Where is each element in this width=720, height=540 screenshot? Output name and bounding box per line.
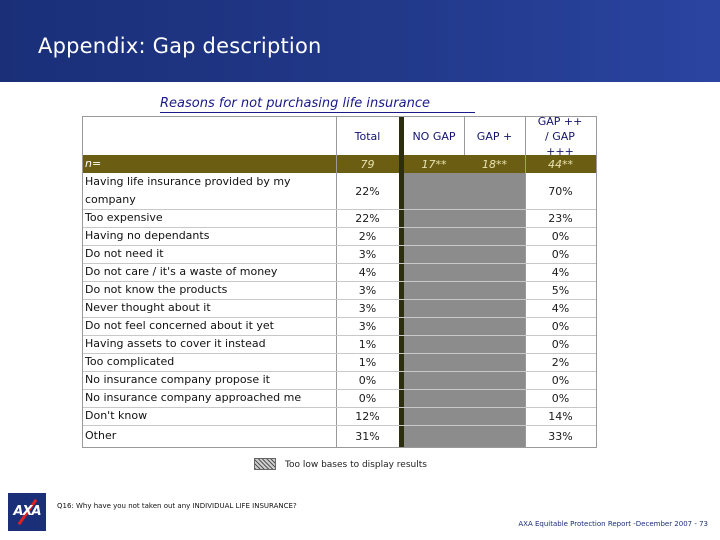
row-total: 22% bbox=[355, 211, 380, 225]
table-header-row: Total NO GAP GAP + GAP ++ / GAP +++ bbox=[83, 114, 596, 158]
row-label: Too expensive bbox=[85, 211, 163, 224]
row-divider bbox=[83, 209, 596, 210]
row-total: 3% bbox=[358, 247, 377, 261]
row-gap-more: 2% bbox=[551, 355, 570, 369]
row-divider bbox=[83, 335, 596, 336]
row-total: 3% bbox=[358, 319, 377, 333]
row-gap-more: 14% bbox=[548, 409, 573, 423]
suppressed-gap-plus-column bbox=[464, 173, 525, 447]
axa-logo: AXA bbox=[8, 493, 46, 531]
sample-size-row: n= 79 17** 18** 44** bbox=[83, 155, 596, 173]
sample-size-label: n= bbox=[85, 157, 102, 170]
legend-text: Too low bases to display results bbox=[285, 460, 427, 470]
row-divider bbox=[83, 299, 596, 300]
slide-title: Appendix: Gap description bbox=[38, 34, 322, 58]
row-label: Other bbox=[85, 429, 117, 442]
row-divider bbox=[83, 371, 596, 372]
column-divider bbox=[525, 117, 526, 447]
row-gap-more: 23% bbox=[548, 211, 573, 225]
sample-size-gap-more: 44** bbox=[548, 157, 573, 171]
row-gap-more: 0% bbox=[551, 247, 570, 261]
row-label: Having assets to cover it instead bbox=[85, 337, 266, 350]
row-total: 4% bbox=[358, 265, 377, 279]
row-label: Do not know the products bbox=[85, 283, 228, 296]
row-label: Do not care / it's a waste of money bbox=[85, 265, 278, 278]
row-total: 0% bbox=[358, 373, 377, 387]
sample-size-total: 79 bbox=[360, 157, 375, 171]
question-footnote: Q16: Why have you not taken out any INDI… bbox=[57, 502, 297, 510]
table-row: Having no dependants 2% 0% bbox=[83, 227, 596, 245]
row-divider bbox=[83, 407, 596, 408]
row-total: 1% bbox=[358, 355, 377, 369]
table-row: Having life insurance provided by my com… bbox=[83, 173, 596, 209]
row-divider bbox=[83, 245, 596, 246]
subtitle-underline bbox=[160, 112, 475, 113]
column-header-gap-more: GAP ++ / GAP +++ bbox=[537, 114, 583, 158]
row-divider bbox=[83, 389, 596, 390]
row-divider bbox=[83, 317, 596, 318]
row-divider bbox=[83, 263, 596, 264]
table-subtitle: Reasons for not purchasing life insuranc… bbox=[160, 96, 430, 111]
row-gap-more: 5% bbox=[551, 283, 570, 297]
table-row: No insurance company propose it 0% 0% bbox=[83, 371, 596, 389]
row-gap-more: 70% bbox=[548, 184, 573, 198]
row-total: 31% bbox=[355, 429, 380, 443]
row-total: 3% bbox=[358, 301, 377, 315]
column-divider bbox=[464, 117, 465, 155]
row-gap-more: 33% bbox=[548, 429, 573, 443]
row-gap-more: 4% bbox=[551, 265, 570, 279]
row-label: Do not need it bbox=[85, 247, 164, 260]
row-divider bbox=[83, 227, 596, 228]
results-table: Total NO GAP GAP + GAP ++ / GAP +++ n= 7… bbox=[82, 114, 597, 448]
row-divider bbox=[83, 281, 596, 282]
row-label: Having no dependants bbox=[85, 229, 210, 242]
row-gap-more: 0% bbox=[551, 373, 570, 387]
table-row: No insurance company approached me 0% 0% bbox=[83, 389, 596, 407]
row-gap-more: 0% bbox=[551, 319, 570, 333]
row-label: Don't know bbox=[85, 409, 148, 422]
row-total: 22% bbox=[355, 184, 380, 198]
row-gap-more: 0% bbox=[551, 391, 570, 405]
row-gap-more: 0% bbox=[551, 337, 570, 351]
table-row: Do not care / it's a waste of money 4% 4… bbox=[83, 263, 596, 281]
row-total: 1% bbox=[358, 337, 377, 351]
column-divider bbox=[336, 117, 337, 447]
table-row: Do not know the products 3% 5% bbox=[83, 281, 596, 299]
row-total: 0% bbox=[358, 391, 377, 405]
table-row: Never thought about it 3% 4% bbox=[83, 299, 596, 317]
row-total: 12% bbox=[355, 409, 380, 423]
row-label: Never thought about it bbox=[85, 301, 211, 314]
row-label: No insurance company propose it bbox=[85, 373, 270, 386]
table-row: Do not need it 3% 0% bbox=[83, 245, 596, 263]
row-total: 2% bbox=[358, 229, 377, 243]
row-divider bbox=[83, 353, 596, 354]
column-header-total: Total bbox=[354, 129, 381, 143]
row-total: 3% bbox=[358, 283, 377, 297]
row-label: No insurance company approached me bbox=[85, 391, 302, 404]
report-footer: AXA Equitable Protection Report -Decembe… bbox=[518, 520, 708, 528]
row-label: Having life insurance provided by my com… bbox=[85, 175, 291, 206]
legend-hatch-swatch bbox=[254, 458, 276, 470]
table-row: Having assets to cover it instead 1% 0% bbox=[83, 335, 596, 353]
row-label: Too complicated bbox=[85, 355, 175, 368]
logo-text: AXA bbox=[13, 504, 41, 519]
row-label: Do not feel concerned about it yet bbox=[85, 319, 274, 332]
column-header-gap-plus: GAP + bbox=[476, 129, 513, 143]
title-divider bbox=[0, 82, 720, 84]
title-bar bbox=[0, 0, 720, 82]
sample-size-no-gap: 17** bbox=[421, 157, 447, 171]
row-divider bbox=[83, 425, 596, 426]
table-row: Do not feel concerned about it yet 3% 0% bbox=[83, 317, 596, 335]
column-header-no-gap: NO GAP bbox=[412, 129, 456, 143]
table-row: Too complicated 1% 2% bbox=[83, 353, 596, 371]
row-gap-more: 4% bbox=[551, 301, 570, 315]
table-row: Too expensive 22% 23% bbox=[83, 209, 596, 227]
row-gap-more: 0% bbox=[551, 229, 570, 243]
sample-size-gap-plus: 18** bbox=[482, 157, 507, 171]
table-row: Other 31% 33% bbox=[83, 426, 596, 446]
suppressed-no-gap-column bbox=[404, 173, 464, 447]
table-row: Don't know 12% 14% bbox=[83, 407, 596, 425]
column-separator-band bbox=[399, 117, 404, 447]
